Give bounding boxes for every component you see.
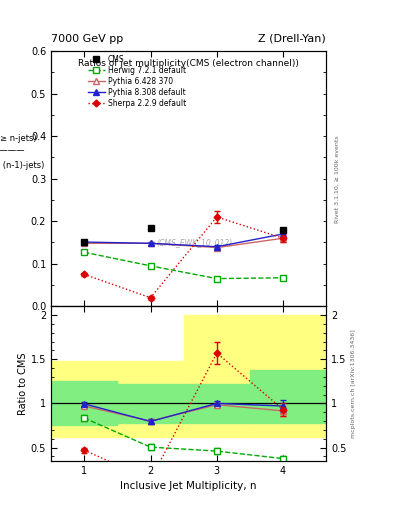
Text: ————: ———— [0, 146, 25, 156]
Text: σ(Z+≥ n-jets): σ(Z+≥ n-jets) [0, 134, 37, 143]
Y-axis label: Rivet 3.1.10, ≥ 100k events: Rivet 3.1.10, ≥ 100k events [335, 135, 340, 223]
Y-axis label: mcplots.cern.ch [arXiv:1306.3436]: mcplots.cern.ch [arXiv:1306.3436] [351, 329, 356, 438]
Legend: CMS, Herwig 7.2.1 default, Pythia 6.428 370, Pythia 8.308 default, Sherpa 2.2.9 : CMS, Herwig 7.2.1 default, Pythia 6.428 … [88, 55, 186, 108]
Text: Ratios of jet multiplicity(CMS (electron channel)): Ratios of jet multiplicity(CMS (electron… [78, 59, 299, 68]
Y-axis label: Ratio to CMS: Ratio to CMS [18, 352, 28, 415]
Text: (CMS_EWK_10_012): (CMS_EWK_10_012) [156, 238, 232, 247]
X-axis label: Inclusive Jet Multiplicity, n: Inclusive Jet Multiplicity, n [120, 481, 257, 491]
Text: σ(Z+≥ (n-1)-jets): σ(Z+≥ (n-1)-jets) [0, 161, 44, 170]
Text: 7000 GeV pp: 7000 GeV pp [51, 33, 123, 44]
Text: Z (Drell-Yan): Z (Drell-Yan) [259, 33, 326, 44]
